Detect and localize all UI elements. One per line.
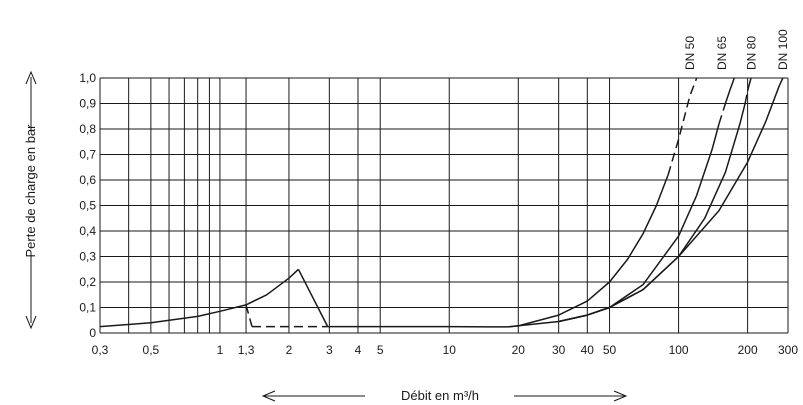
x-tick-label: 20 [512,343,526,357]
y-tick-label: 0,2 [79,275,96,289]
x-tick-label: 40 [581,343,595,357]
series-line [558,85,781,323]
x-axis-label: Débit en m³/h [401,388,479,403]
x-tick-label: 10 [443,343,457,357]
series-labels: DN 50 DN 65 DN 80 DN 100 [683,29,790,70]
series-label: DN 80 [745,36,759,70]
x-tick-label: 2 [286,343,293,357]
series-line [297,268,329,327]
series-label: DN 100 [776,29,790,70]
series-line [744,90,749,104]
y-tick-label: 0,7 [79,148,96,162]
series-line [778,77,784,87]
series-lines [99,77,784,328]
series-line [718,103,727,125]
x-axis-label-group: Débit en m³/h [261,388,628,403]
x-tick-label: 0,5 [143,343,160,357]
y-arrow-down-icon [25,315,37,330]
x-tick-label: 4 [355,343,362,357]
series-line [724,77,736,104]
y-tick-label: 0,8 [79,122,96,136]
x-tick-label: 3 [326,343,333,357]
y-tick-label: 0,3 [79,250,96,264]
x-arrow-left-icon [261,390,276,402]
y-arrow-up-icon [25,70,37,85]
series-line [746,77,752,91]
y-tick-label: 0,1 [79,301,96,315]
y-tick-label: 0,4 [79,224,96,238]
y-axis-label-group: Perte de charge en bar [23,70,38,330]
x-tick-label: 300 [778,343,798,357]
y-axis-label: Perte de charge en bar [23,124,38,258]
y-tick-labels: 0 0,1 0,2 0,3 0,4 0,5 0,6 0,7 0,8 0,9 1,0 [79,71,96,340]
series-line [99,304,247,328]
y-tick-label: 0,6 [79,173,96,187]
x-tick-label: 200 [738,343,758,357]
x-tick-label: 100 [669,343,689,357]
y-tick-label: 1,0 [79,71,96,85]
x-tick-label: 30 [552,343,566,357]
y-tick-label: 0,5 [79,199,96,213]
x-tick-labels: 0,3 0,5 1 1,3 2 3 4 5 10 20 30 40 50 100 200 300 [92,343,799,357]
series-label: DN 65 [715,36,729,70]
x-tick-label: 1 [217,343,224,357]
series-line [245,304,253,327]
series-line [667,77,698,176]
x-tick-label: 5 [377,343,384,357]
x-tick-label: 1,3 [238,343,255,357]
series-label: DN 50 [683,36,697,70]
series-line [507,174,669,328]
x-arrow-right-icon [613,390,628,402]
y-tick-label: 0,9 [79,97,96,111]
x-tick-label: 0,3 [92,343,109,357]
y-tick-label: 0 [89,326,96,340]
x-tick-label: 50 [603,343,617,357]
series-line [245,268,299,306]
